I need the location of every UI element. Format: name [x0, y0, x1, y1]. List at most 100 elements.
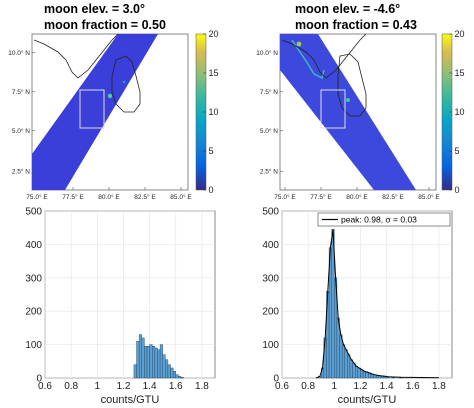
histogram-xtick-label-left: 1 [95, 381, 101, 392]
histogram-xtick-label-right: 0.8 [301, 381, 315, 392]
histogram-xtick-label-left: 0.8 [64, 381, 78, 392]
histogram-ytick-label-right: 300 [262, 273, 279, 284]
histogram-bar-left [178, 376, 182, 379]
histogram-bar-right [344, 349, 348, 379]
legend: peak: 0.98, σ = 0.03 [317, 212, 451, 227]
bright-arc-right [291, 39, 325, 80]
colorbar-ticks-right: 20 15 10 5 0 [449, 29, 465, 195]
hotspot-right-2 [346, 98, 350, 102]
histogram-yticks-left: 0 100 200 300 400 500 [25, 207, 42, 385]
histogram-bar-right [347, 354, 351, 379]
hotspot-left [107, 93, 113, 99]
histogram-xtick-label-right: 1.8 [432, 381, 446, 392]
reference-box-right [320, 89, 346, 129]
histogram-bar-right [339, 334, 343, 379]
histogram-xtick-label-right: 1.2 [354, 381, 368, 392]
map-xtick-label-left: 75.0° E [26, 193, 48, 201]
map-xticks-right: 75.0° E 77.5° E 80.0° E 82.5° E 85.0° E [274, 187, 440, 201]
map-title-line1-left: moon elev. = 3.0° [44, 2, 145, 16]
histogram-ytick-label-right: 0 [273, 374, 279, 385]
histogram-panel-right: 0.6 0.8 1 1.2 1.4 1.6 1.8 0 100 200 300 400 500 pea… [262, 207, 453, 406]
histogram-bar-right [365, 371, 369, 379]
histogram-ytick-label-left: 100 [25, 340, 42, 351]
histogram-bar-left [172, 371, 176, 379]
coastline-india-left [33, 34, 119, 79]
colorbar-ticks-left: 20 15 10 5 0 [203, 29, 219, 195]
map-xtick-label-left: 85.0° E [170, 193, 192, 201]
histogram-ytick-label-right: 500 [262, 207, 279, 218]
colorbar-tick-label-left: 10 [209, 107, 219, 117]
histogram-bar-right [355, 366, 359, 379]
reference-box-left [79, 89, 105, 129]
histogram-bar-left [162, 354, 166, 379]
map-ytick-label-left: 2.5° N [12, 168, 30, 176]
colorbar-tick-label-right: 15 [455, 68, 465, 78]
coastline-srilanka-right [337, 53, 367, 117]
histogram-plot-area-left [44, 210, 216, 379]
histogram-bar-left [180, 377, 184, 379]
histogram-bars-left [133, 334, 184, 379]
histogram-xtick-label-left: 1.8 [195, 381, 209, 392]
hotspot-left-2 [122, 80, 126, 84]
legend-label: peak: 0.98, σ = 0.03 [341, 215, 417, 225]
map-xtick-label-left: 80.0° E [98, 193, 120, 201]
fit-curve [315, 229, 439, 379]
map-xtick-label-left: 82.5° E [134, 193, 156, 201]
histogram-xtick-label-right: 1 [332, 381, 338, 392]
histogram-ytick-label-right: 400 [262, 240, 279, 251]
map-ytick-label-right: 7.5° N [260, 88, 278, 96]
histogram-xtick-label-left: 1.2 [117, 381, 131, 392]
coastline-srilanka-left [111, 55, 141, 113]
map-xtick-label-right: 82.5° E [382, 193, 404, 201]
map-title-line2-right: moon fraction = 0.43 [295, 18, 417, 32]
histogram-xtick-label-right: 0.6 [275, 381, 289, 392]
colorbar-tick-label-right: 20 [455, 29, 465, 39]
histogram-bar-right [362, 371, 366, 379]
histogram-bar-left [165, 359, 169, 379]
map-ytick-label-left: 5.0° N [12, 127, 30, 135]
map-title-line2-left: moon fraction = 0.50 [44, 18, 166, 32]
histogram-bars-right [318, 229, 403, 379]
map-yticks-right: 10.0° N 7.5° N 5.0° N 2.5° N [256, 49, 283, 176]
histogram-bar-left [149, 344, 153, 379]
histogram-xticks-right: 0.6 0.8 1 1.2 1.4 1.6 1.8 [275, 381, 446, 392]
histogram-bar-right [341, 344, 345, 379]
histogram-xtick-label-right: 1.4 [380, 381, 394, 392]
histogram-yticks-right: 0 100 200 300 400 500 [262, 207, 279, 385]
colorbar-tick-label-right: 10 [455, 107, 465, 117]
histogram-xtick-label-right: 1.6 [406, 381, 420, 392]
swath-left [32, 34, 158, 190]
histogram-ytick-label-left: 300 [25, 273, 42, 284]
histogram-xlabel-left: counts/GTU [101, 394, 160, 406]
map-ytick-label-right: 5.0° N [260, 127, 278, 135]
colorbar-tick-label-left: 15 [209, 68, 219, 78]
histogram-ytick-label-left: 500 [25, 207, 42, 218]
coastline-india-right [281, 34, 367, 79]
map-ytick-label-right: 2.5° N [260, 168, 278, 176]
histogram-bar-left [146, 346, 150, 379]
map-xtick-label-right: 80.0° E [346, 193, 368, 201]
histogram-bar-left [175, 374, 179, 379]
map-ytick-label-right: 10.0° N [256, 49, 278, 57]
histogram-bar-left [170, 367, 174, 379]
histogram-bar-left [138, 334, 142, 379]
map-ytick-label-left: 10.0° N [8, 49, 30, 57]
colorbar-tick-label-left: 5 [209, 146, 214, 156]
colorbar-tick-label-right: 5 [455, 146, 460, 156]
colorbar-tick-label-left: 20 [209, 29, 219, 39]
histogram-ytick-label-left: 200 [25, 307, 42, 318]
map-ytick-label-left: 7.5° N [12, 88, 30, 96]
histogram-bar-left [152, 346, 156, 379]
colorbar-tick-label-right: 0 [455, 185, 460, 195]
map-xticks-left: 75.0° E 77.5° E 80.0° E 82.5° E 85.0° E [26, 187, 192, 201]
map-xtick-label-left: 77.5° E [62, 193, 84, 201]
histogram-plot-area-right [281, 210, 453, 379]
histogram-bar-right [349, 359, 353, 379]
histogram-bar-right [360, 369, 364, 379]
histogram-xticks-left: 0.6 0.8 1 1.2 1.4 1.6 1.8 [38, 381, 209, 392]
histogram-bar-left [144, 346, 148, 379]
map-xtick-label-right: 77.5° E [310, 193, 332, 201]
map-panel-right: moon elev. = -4.6° moon fraction = 0.43 … [256, 2, 464, 201]
histogram-bar-left [133, 364, 137, 379]
